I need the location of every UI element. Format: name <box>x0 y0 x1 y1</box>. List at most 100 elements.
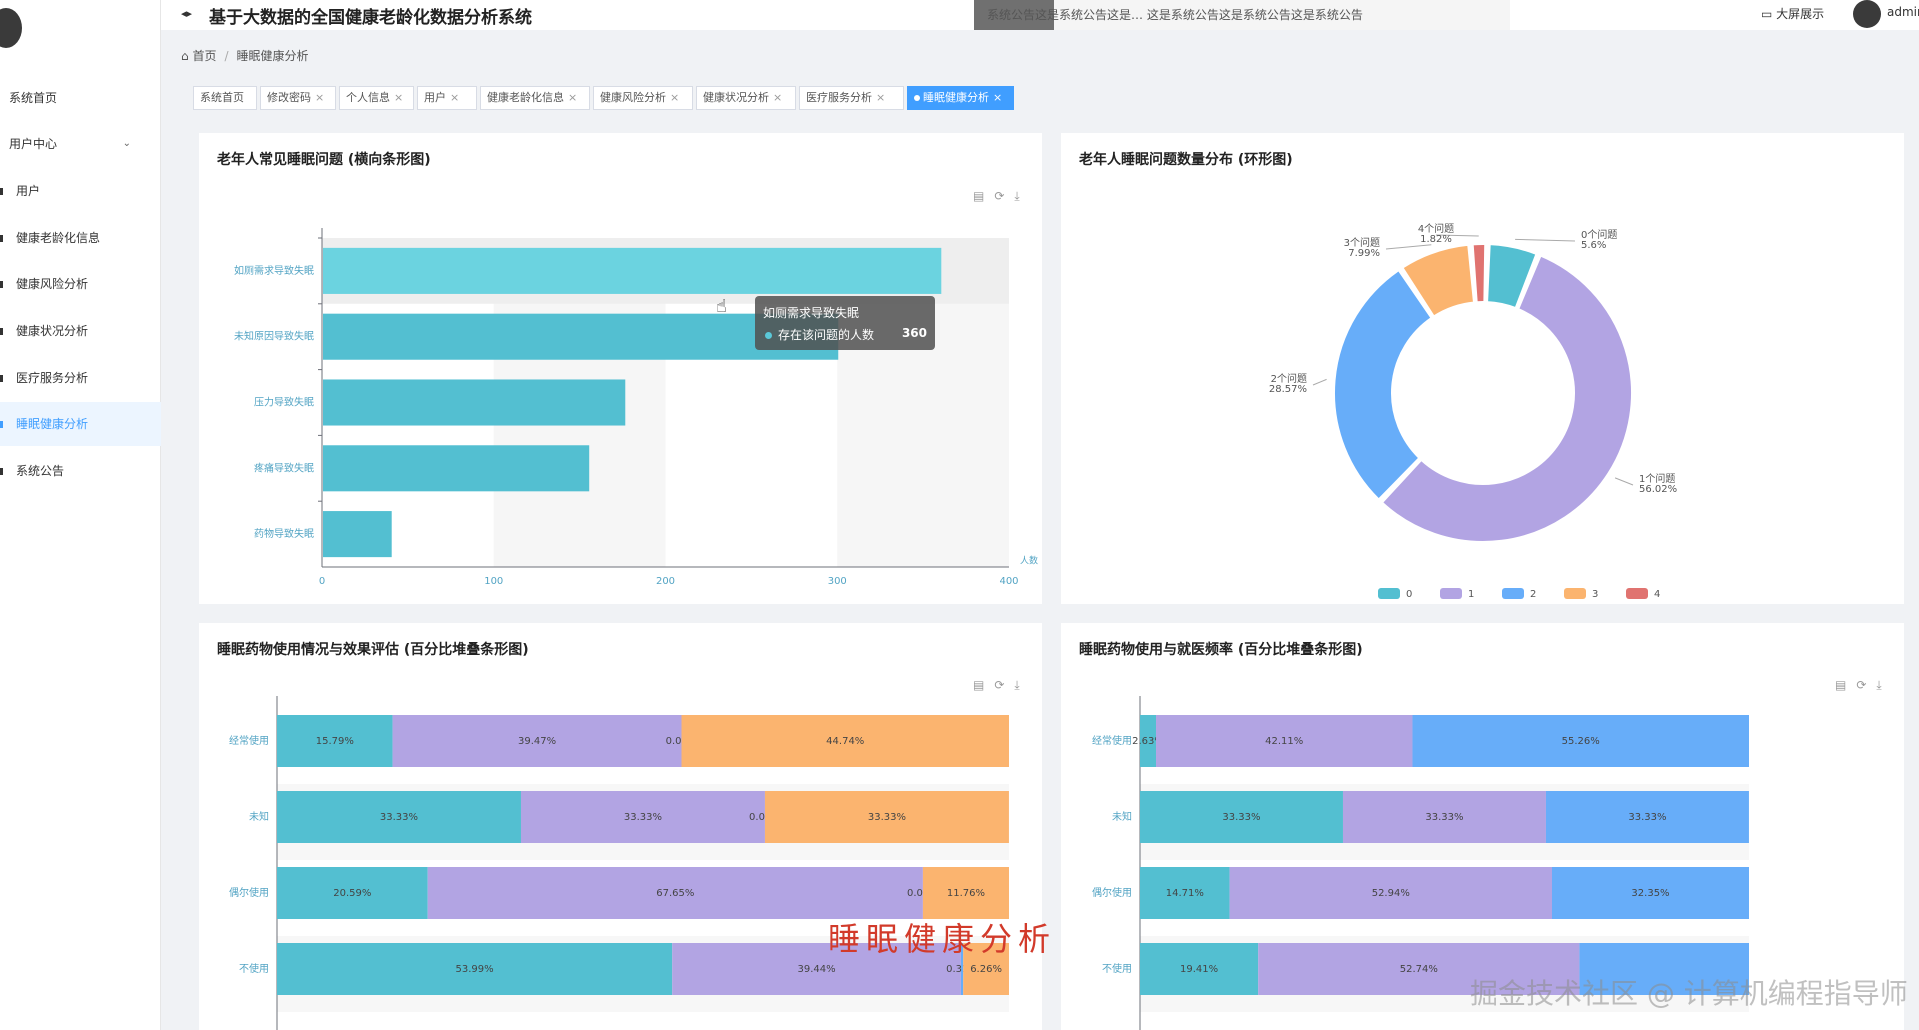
tooltip-value: 360 <box>901 326 927 340</box>
segment-label: 6.26% <box>970 964 1002 975</box>
donut-slice <box>1471 243 1487 304</box>
label-line <box>1385 244 1432 250</box>
sidebar-item-2[interactable]: 用户 <box>0 169 161 213</box>
segment-label: 33.33% <box>624 812 662 823</box>
chart-title: 老年人睡眠问题数量分布 (环形图) <box>1079 152 1293 168</box>
sidebar-item-8[interactable]: 系统公告 <box>0 449 161 493</box>
bigscreen-button[interactable]: ▭ 大屏展示 <box>1761 5 1824 22</box>
segment-label: 52.74% <box>1400 964 1438 975</box>
tab-label: 个人信息 <box>346 91 390 104</box>
menu-bullet-icon <box>0 281 3 288</box>
data-view-icon[interactable]: ▤ <box>973 189 995 203</box>
chevron-down-icon: ⌄ <box>122 138 131 149</box>
legend-swatch <box>1626 588 1648 599</box>
sidebar-item-1[interactable]: 用户中心 ⌄ <box>0 122 161 166</box>
avatar[interactable] <box>0 8 22 48</box>
breadcrumb-home[interactable]: 首页 <box>192 49 217 63</box>
menu-bullet-icon <box>0 328 3 335</box>
close-icon[interactable]: × <box>993 91 1003 104</box>
breadcrumb: ⌂ 首页 / 睡眠健康分析 <box>181 47 309 64</box>
restore-icon[interactable]: ⟳ <box>994 678 1015 692</box>
y-tick-label: 未知 <box>1112 810 1132 823</box>
stacked-bar-segment <box>1412 715 1749 767</box>
sidebar-item-6[interactable]: 医疗服务分析 <box>0 356 161 400</box>
close-icon[interactable]: × <box>394 91 404 104</box>
download-icon[interactable]: ⤓ <box>1876 678 1892 692</box>
label-line <box>1312 378 1327 386</box>
donut-slice <box>1401 243 1476 318</box>
stacked-bar-segment <box>1140 943 1259 995</box>
segment-label: 53.99% <box>456 964 494 975</box>
x-axis-label: 人数 <box>1020 555 1038 567</box>
data-view-icon[interactable]: ▤ <box>973 678 995 692</box>
segment-label: 20.59% <box>333 888 371 899</box>
panel-sleep-problems: 老年人常见睡眠问题 (横向条形图) ▤⟳⤓ 如厕需求导致失眠 未知原因导致失眠 压力… <box>199 133 1042 604</box>
sidebar-item-3[interactable]: 健康老龄化信息 <box>0 216 161 260</box>
tab-8[interactable]: 睡眠健康分析 × <box>907 86 1014 110</box>
bar <box>323 247 942 294</box>
tab-3[interactable]: 用户 × <box>417 86 477 110</box>
sidebar-item-label: 健康老龄化信息 <box>16 231 101 245</box>
menu-bullet-icon <box>0 188 3 195</box>
tab-0[interactable]: 系统首页 <box>193 86 257 110</box>
data-view-icon[interactable]: ▤ <box>1835 678 1857 692</box>
tab-6[interactable]: 健康状况分析 × <box>696 86 796 110</box>
menu-bullet-icon <box>0 421 3 428</box>
slice-name-label: 4个问题 <box>1418 222 1454 235</box>
panel-medication-visits: 睡眠药物使用与就医频率 (百分比堆叠条形图) ▤⟳⤓ 2.63% 42.11% 55… <box>1061 623 1904 1030</box>
segment-label: 33.33% <box>868 812 906 823</box>
chart-toolbox: ▤⟳⤓ <box>973 189 1030 204</box>
stacked-bar-segment <box>1342 791 1546 843</box>
sidebar-item-4[interactable]: 健康风险分析 <box>0 262 161 306</box>
series-dot <box>765 332 772 339</box>
stacked-bar-segment <box>1140 791 1343 843</box>
segment-label: 14.71% <box>1166 888 1204 899</box>
sidebar-item-label: 医疗服务分析 <box>16 371 89 385</box>
tab-1[interactable]: 修改密码 × <box>260 86 336 110</box>
legend-label: 2 <box>1530 589 1536 600</box>
tab-2[interactable]: 个人信息 × <box>339 86 414 110</box>
segment-label: 32.35% <box>1631 888 1669 899</box>
legend-swatch <box>1440 588 1462 599</box>
close-icon[interactable]: × <box>450 91 460 104</box>
y-tick-label: 偶尔使用 <box>229 886 269 899</box>
tab-7[interactable]: 医疗服务分析 × <box>799 86 904 110</box>
menu-fold-icon[interactable]: ◂▸ <box>181 7 193 20</box>
chart-title: 睡眠药物使用情况与效果评估 (百分比堆叠条形图) <box>217 642 529 658</box>
legend-swatch <box>1378 588 1400 599</box>
restore-icon[interactable]: ⟳ <box>994 189 1015 203</box>
download-icon[interactable]: ⤓ <box>1014 189 1030 203</box>
username[interactable]: admin <box>1887 5 1919 19</box>
tab-5[interactable]: 健康风险分析 × <box>593 86 693 110</box>
segment-label: 2.63% <box>1132 736 1164 747</box>
sidebar-item-7[interactable]: 睡眠健康分析 <box>0 402 161 446</box>
download-icon[interactable]: ⤓ <box>1014 678 1030 692</box>
close-icon[interactable]: × <box>315 91 325 104</box>
stacked-bar-segment <box>520 791 765 843</box>
slice-name-label: 3个问题 <box>1344 236 1380 249</box>
segment-label: 39.47% <box>518 736 556 747</box>
legend-label: 1 <box>1468 589 1474 600</box>
sidebar-item-0[interactable]: 系统首页 <box>0 76 161 120</box>
close-icon[interactable]: × <box>876 91 886 104</box>
breadcrumb-current: 睡眠健康分析 <box>236 49 309 63</box>
segment-label: 0.31% <box>946 964 978 975</box>
slice-value-label: 56.02% <box>1639 484 1677 495</box>
y-tick-label: 经常使用 <box>1092 734 1132 747</box>
user-avatar[interactable] <box>1853 0 1881 28</box>
close-icon[interactable]: × <box>670 91 680 104</box>
close-icon[interactable]: × <box>568 91 578 104</box>
panel-problem-count: 老年人睡眠问题数量分布 (环形图) 0个问题 5.6% 1个问题 56.02% 2个问题… <box>1061 133 1904 604</box>
restore-icon[interactable]: ⟳ <box>1856 678 1877 692</box>
tab-4[interactable]: 健康老龄化信息 × <box>480 86 590 110</box>
sidebar-item-5[interactable]: 健康状况分析 <box>0 309 161 353</box>
donut-slice <box>1486 243 1538 310</box>
stacked-bar-segment <box>392 715 682 767</box>
stacked-bar-segment <box>922 867 1009 919</box>
close-icon[interactable]: × <box>773 91 783 104</box>
segment-label: 67.65% <box>656 888 694 899</box>
chart-toolbox: ▤⟳⤓ <box>1835 678 1892 693</box>
tab-label: 健康老龄化信息 <box>487 91 564 104</box>
tooltip-series: 存在该问题的人数 <box>765 326 874 343</box>
bar <box>323 511 392 558</box>
